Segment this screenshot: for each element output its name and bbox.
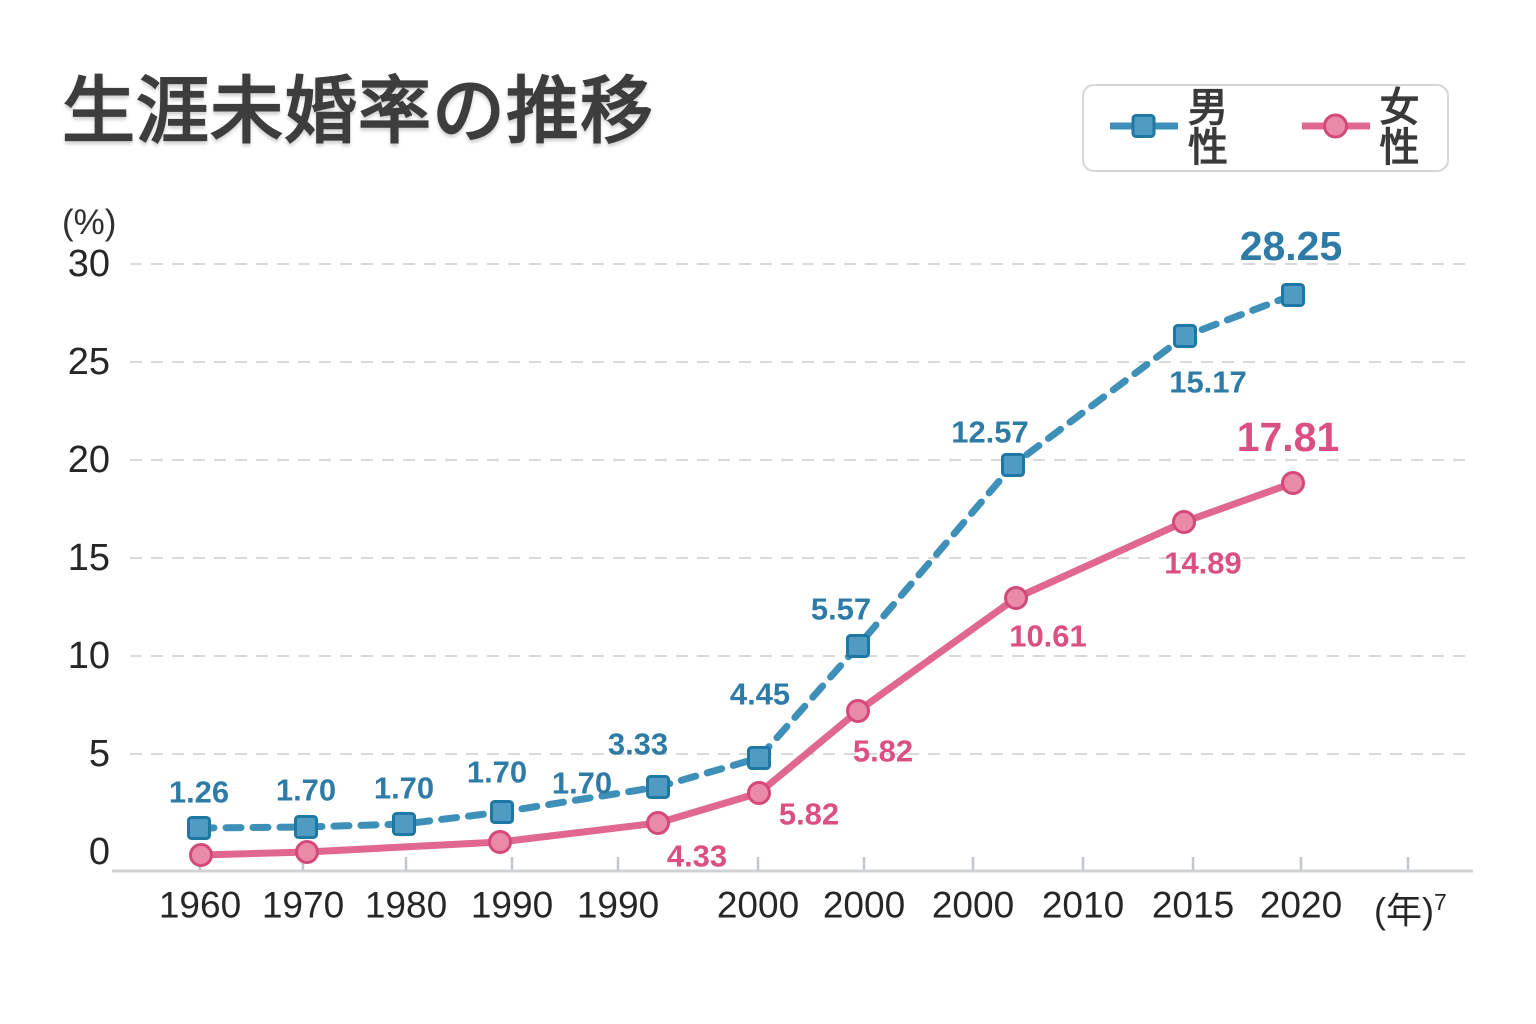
legend: 男性 女性 xyxy=(1082,84,1449,172)
x-tick-label: 2000 xyxy=(932,885,1014,926)
legend-item-female-label: 女性 xyxy=(1379,86,1420,170)
legend-item-female: 女性 xyxy=(1300,88,1448,168)
page-title: 生涯未婚率の推移 xyxy=(62,71,654,152)
x-tick-label: 2020 xyxy=(1260,885,1342,926)
male-data-label: 5.57 xyxy=(811,592,871,627)
female-data-label: 17.81 xyxy=(1237,414,1340,460)
male-data-label: 12.57 xyxy=(951,415,1029,450)
y-tick-label: 15 xyxy=(68,537,110,579)
female-series-marker xyxy=(646,811,670,835)
female-series-marker xyxy=(747,781,771,805)
x-tick-label: 2000 xyxy=(823,885,905,926)
legend-item-male: 男性 xyxy=(1108,88,1256,168)
y-tick-label: 5 xyxy=(89,733,110,775)
female-series-marker xyxy=(1004,586,1028,610)
x-tick-label: 1970 xyxy=(262,885,344,926)
male-data-label: 15.17 xyxy=(1169,365,1247,400)
x-axis-unit-text: (年) xyxy=(1374,890,1434,931)
x-tick-label: 1990 xyxy=(471,885,553,926)
male-series-marker xyxy=(294,815,318,839)
female-data-label: 5.82 xyxy=(779,797,839,832)
male-data-label: 4.45 xyxy=(730,677,790,712)
y-axis-unit-label: (%) xyxy=(62,203,117,242)
male-series-marker-icon xyxy=(1108,112,1180,145)
y-tick-label: 30 xyxy=(68,243,110,285)
male-series-marker xyxy=(846,634,870,658)
male-series-marker xyxy=(1173,324,1197,348)
female-data-label: 4.33 xyxy=(667,839,727,874)
y-tick-label: 10 xyxy=(68,635,110,677)
female-series-marker xyxy=(488,830,512,854)
male-data-label: 1.70 xyxy=(552,766,612,801)
y-tick-label: 25 xyxy=(68,341,110,383)
female-series-marker xyxy=(846,699,870,723)
male-series-marker xyxy=(187,816,211,840)
female-series-line xyxy=(197,479,1297,859)
male-series-marker xyxy=(1281,283,1305,307)
male-data-label: 1.26 xyxy=(169,775,229,810)
male-data-label: 28.25 xyxy=(1240,223,1343,269)
male-series-marker xyxy=(392,812,416,836)
male-series-line xyxy=(195,291,1297,832)
male-data-label: 1.70 xyxy=(374,771,434,806)
x-axis-unit-superscript: 7 xyxy=(1433,889,1447,915)
male-data-label: 3.33 xyxy=(608,727,668,762)
male-series-marker xyxy=(646,775,670,799)
male-data-label: 1.70 xyxy=(276,773,336,808)
female-series-marker xyxy=(1281,471,1305,495)
x-tick-label: 1980 xyxy=(365,885,447,926)
female-data-label: 5.82 xyxy=(853,734,913,769)
x-axis-unit-label: (年)7 xyxy=(1374,882,1447,934)
male-series-marker xyxy=(747,746,771,770)
y-tick-label: 20 xyxy=(68,439,110,481)
female-series-marker xyxy=(189,843,213,867)
female-data-label: 10.61 xyxy=(1009,619,1087,654)
y-tick-label: 0 xyxy=(89,831,110,873)
female-series-marker xyxy=(1172,510,1196,534)
legend-item-male-label: 男性 xyxy=(1188,86,1228,170)
x-tick-label: 1960 xyxy=(159,885,241,926)
male-series-marker xyxy=(490,800,514,824)
female-series-marker-icon xyxy=(1300,112,1372,145)
x-tick-label: 2010 xyxy=(1042,885,1124,926)
female-series-marker xyxy=(295,840,319,864)
male-series-marker xyxy=(1001,453,1025,477)
female-data-label: 14.89 xyxy=(1164,546,1242,581)
x-tick-label: 1990 xyxy=(577,885,659,926)
male-data-label: 1.70 xyxy=(467,755,527,790)
x-tick-label: 2015 xyxy=(1152,885,1234,926)
x-tick-label: 2000 xyxy=(717,885,799,926)
